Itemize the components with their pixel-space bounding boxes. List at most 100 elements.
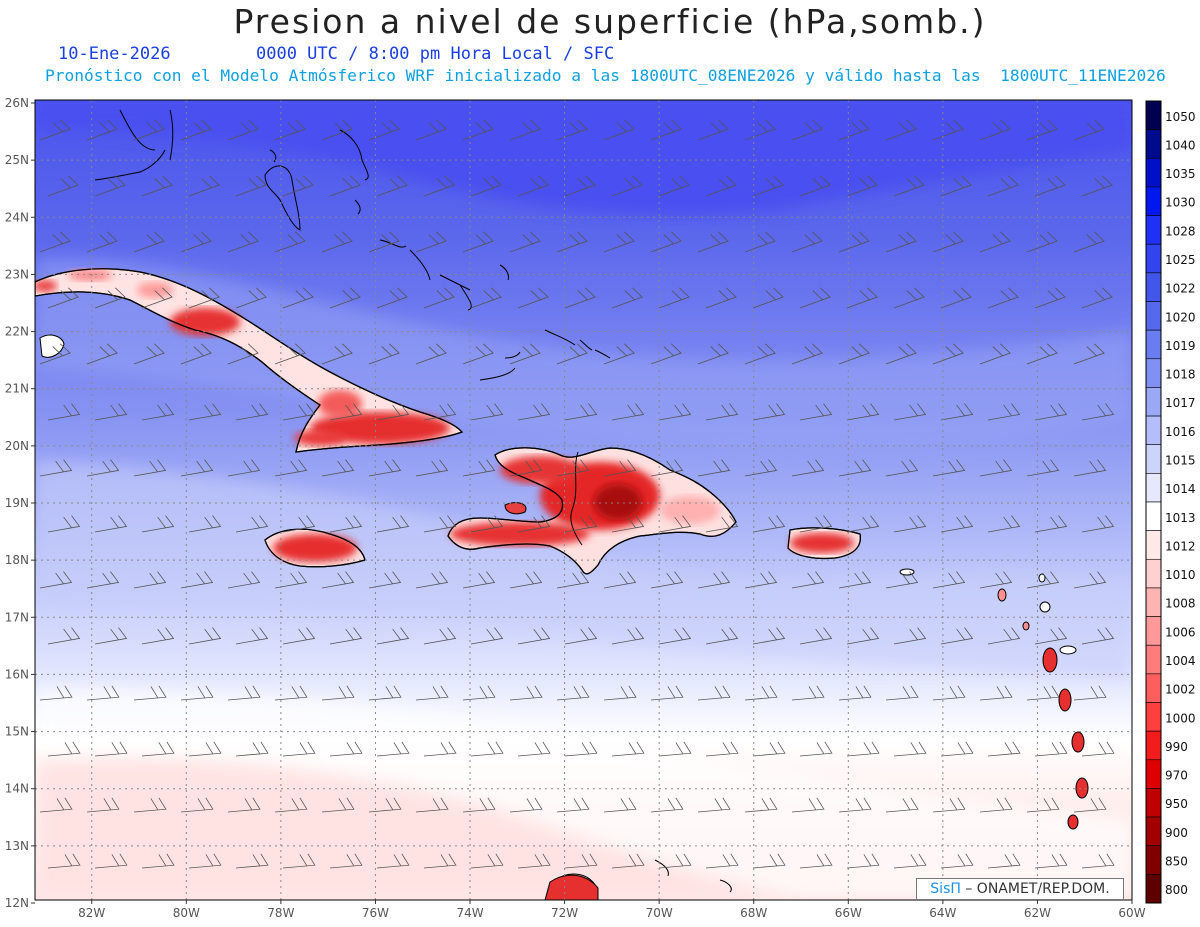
wind-barb xyxy=(133,459,167,477)
wind-barb xyxy=(47,175,79,197)
lat-label: 26N xyxy=(5,96,29,110)
wind-barb xyxy=(141,403,175,421)
wind-barb xyxy=(846,515,880,533)
wind-barb xyxy=(791,231,823,253)
isobar-band xyxy=(35,258,1132,452)
wind-barb xyxy=(376,741,410,757)
wind-barb xyxy=(603,685,637,701)
wind-barb xyxy=(611,515,645,533)
wind-barb xyxy=(564,403,598,421)
lesser-antilles xyxy=(899,568,1089,830)
lat-label: 16N xyxy=(5,667,29,681)
wind-barb xyxy=(423,175,455,197)
wind-barb xyxy=(227,231,259,253)
wind-barb xyxy=(274,571,308,589)
colorbar-swatch xyxy=(1145,874,1162,904)
wind-barb xyxy=(188,627,222,645)
wind-barb xyxy=(987,741,1021,757)
lon-label: 74W xyxy=(456,906,483,920)
wind-barb xyxy=(705,175,737,197)
wind-barb xyxy=(1081,175,1113,197)
wind-barb xyxy=(556,685,590,701)
wind-barb xyxy=(799,403,833,421)
wind-barb xyxy=(47,627,81,645)
wind-barb xyxy=(744,459,778,477)
model-info: Pronóstico con el Modelo Atmósferico WRF… xyxy=(45,66,1166,85)
wind-barb xyxy=(658,515,692,533)
wind-barb xyxy=(885,343,917,365)
wind-barb xyxy=(885,909,918,924)
colorbar-swatch xyxy=(1145,558,1162,589)
lon-label: 76W xyxy=(362,906,389,920)
wind-barb xyxy=(799,175,831,197)
wind-barb xyxy=(462,571,496,589)
colorbar-label: 900 xyxy=(1165,826,1188,840)
wind-barb xyxy=(603,231,635,253)
wind-barb xyxy=(180,797,214,813)
wind-barb xyxy=(752,627,786,645)
wind-barb xyxy=(752,403,786,421)
wind-barb xyxy=(39,571,73,589)
wind-barb xyxy=(697,459,731,477)
wind-barb xyxy=(838,571,872,589)
wind-barb xyxy=(39,119,71,141)
colorbar-label: 1000 xyxy=(1165,711,1196,725)
wind-barb xyxy=(509,119,541,141)
colorbar-label: 1013 xyxy=(1165,511,1196,525)
lon-label: 68W xyxy=(740,906,767,920)
wind-barb xyxy=(415,685,449,701)
wind-barb xyxy=(799,853,833,869)
wind-barb xyxy=(321,571,355,589)
wind-barb xyxy=(987,287,1019,309)
wind-barb xyxy=(282,741,316,757)
wind-barb xyxy=(329,515,363,533)
wind-barb xyxy=(94,287,126,309)
wind-barb xyxy=(846,741,880,757)
wind-barb xyxy=(556,119,588,141)
wind-barbs xyxy=(39,119,1115,924)
wind-barb xyxy=(564,175,596,197)
lon-label: 70W xyxy=(646,906,673,920)
colorbar-swatch xyxy=(1145,845,1162,875)
credit-org: – ONAMET/REP.DOM. xyxy=(965,881,1110,897)
colorbar-swatch xyxy=(1145,816,1162,847)
wind-barb xyxy=(650,797,684,813)
wind-barb xyxy=(705,853,739,869)
wind-barb xyxy=(282,287,314,309)
wind-barb xyxy=(603,571,637,589)
wind-barb xyxy=(603,797,637,813)
colorbar-label: 1004 xyxy=(1165,654,1196,668)
lon-label: 66W xyxy=(835,906,862,920)
wind-barb xyxy=(697,231,729,253)
wind-barb xyxy=(368,459,402,477)
wind-barb xyxy=(517,853,551,869)
wind-barb xyxy=(1034,175,1066,197)
colorbar-label: 800 xyxy=(1165,883,1188,897)
wind-barb xyxy=(509,797,543,813)
wind-barb xyxy=(321,459,355,477)
wind-barb xyxy=(517,175,549,197)
colorbar-swatch xyxy=(1145,473,1162,503)
colorbar-swatch xyxy=(1145,157,1162,188)
map-frame xyxy=(34,99,1133,901)
wind-barb xyxy=(321,797,355,813)
wind-barb xyxy=(227,119,259,141)
wind-barb xyxy=(282,853,316,869)
wind-barb xyxy=(368,343,400,365)
lon-label: 72W xyxy=(551,906,578,920)
lat-label: 14N xyxy=(5,782,29,796)
wind-barb xyxy=(1081,287,1113,309)
wind-barb xyxy=(838,343,870,365)
wind-barb xyxy=(940,741,974,757)
colorbar-label: 1040 xyxy=(1165,138,1196,152)
wind-barb xyxy=(509,909,542,924)
wind-barb xyxy=(564,627,598,645)
wind-barb xyxy=(1034,741,1068,757)
map-title: Presion a nivel de superficie (hPa,somb.… xyxy=(233,2,987,41)
wind-barb xyxy=(697,119,729,141)
wind-barb xyxy=(329,627,363,645)
wind-barb xyxy=(1026,685,1060,701)
wind-barb xyxy=(227,685,261,701)
wind-barb xyxy=(697,909,730,924)
colorbar-label: 1008 xyxy=(1165,597,1196,611)
